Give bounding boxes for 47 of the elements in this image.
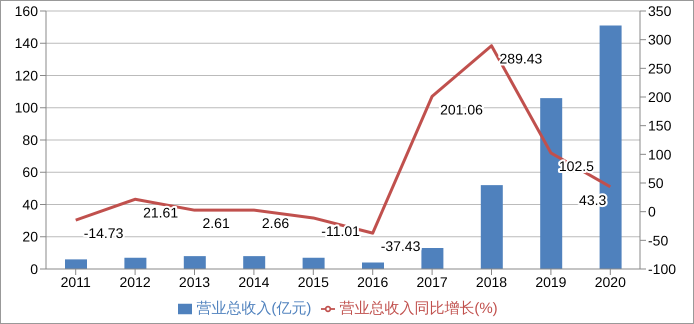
y-tick-label: 0 bbox=[30, 260, 38, 277]
y2-tick-label: 250 bbox=[648, 60, 672, 76]
y-tick-label: 20 bbox=[22, 228, 38, 245]
bar bbox=[302, 258, 325, 269]
legend-label: 营业总收入(亿元) bbox=[196, 300, 312, 317]
y2-tick-label: 200 bbox=[648, 88, 672, 105]
legend-label: 营业总收入同比增长(%) bbox=[339, 300, 498, 317]
y-tick-label: 100 bbox=[14, 100, 38, 116]
y-tick-label: 160 bbox=[14, 2, 38, 19]
y2-tick-label: 100 bbox=[648, 146, 672, 162]
bar bbox=[243, 256, 266, 269]
y-tick-label: 80 bbox=[22, 132, 38, 148]
data-label: -37.43 bbox=[380, 238, 421, 254]
y2-tick-label: 150 bbox=[648, 118, 672, 134]
bar bbox=[421, 248, 444, 269]
data-label: 21.61 bbox=[143, 204, 178, 220]
y2-tick-label: 350 bbox=[648, 2, 672, 19]
data-label: -11.01 bbox=[321, 222, 360, 239]
x-tick-label: 2012 bbox=[120, 274, 151, 290]
x-tick-label: 2013 bbox=[178, 274, 210, 290]
x-tick-label: 2018 bbox=[476, 274, 508, 290]
y-tick-label: 60 bbox=[22, 164, 38, 180]
bar bbox=[184, 256, 206, 269]
x-tick-label: 2017 bbox=[416, 274, 448, 290]
data-label: 201.06 bbox=[440, 101, 484, 118]
bar bbox=[65, 259, 87, 269]
data-label: 2.61 bbox=[202, 215, 230, 232]
y2-tick-label: 0 bbox=[648, 204, 656, 220]
bar bbox=[480, 185, 503, 269]
x-tick-label: 2016 bbox=[357, 274, 388, 290]
bar bbox=[124, 258, 146, 269]
x-tick-label: 2014 bbox=[238, 274, 270, 290]
y2-tick-label: -50 bbox=[648, 232, 668, 248]
y-tick-label: 140 bbox=[14, 35, 38, 52]
data-label: 289.43 bbox=[500, 50, 543, 67]
bar bbox=[362, 262, 384, 269]
x-tick-label: 2011 bbox=[60, 274, 91, 290]
y-tick-label: 40 bbox=[22, 196, 38, 212]
x-tick-label: 2015 bbox=[298, 274, 330, 290]
y2-tick-label: 50 bbox=[648, 174, 664, 191]
data-label: -14.73 bbox=[84, 225, 124, 242]
y2-tick-label: 300 bbox=[648, 32, 672, 48]
x-tick-label: 2019 bbox=[535, 274, 567, 290]
y-tick-label: 120 bbox=[14, 67, 38, 84]
x-tick-label: 2020 bbox=[594, 274, 626, 290]
data-label: 2.66 bbox=[262, 215, 290, 232]
y2-tick-label: -100 bbox=[648, 260, 676, 277]
